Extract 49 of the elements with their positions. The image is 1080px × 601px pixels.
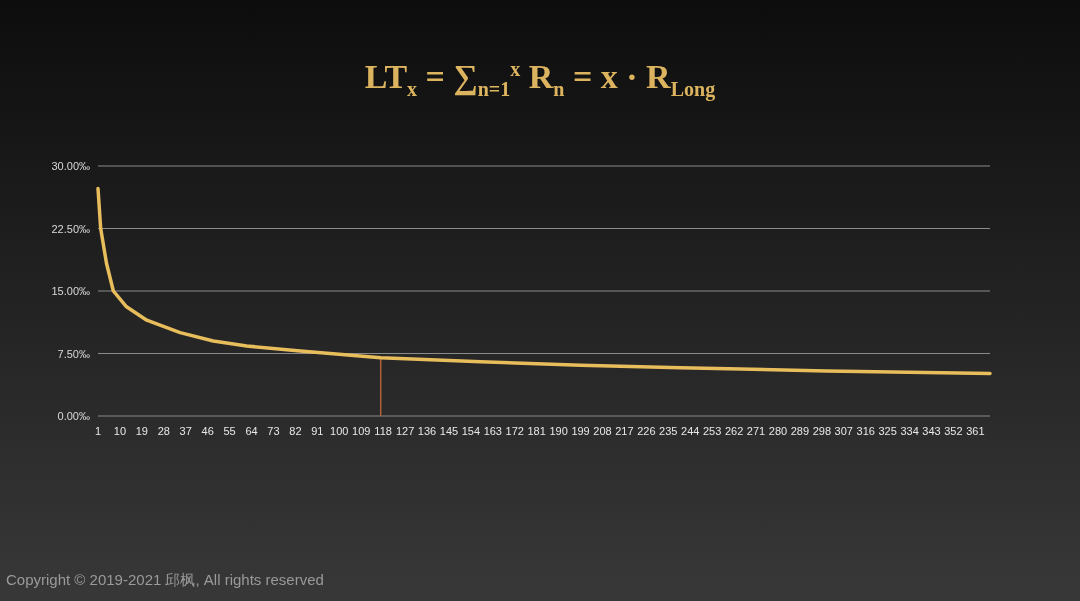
- chart-title: LT$_{x}$ = ∑$_{n=1}$$^{x}$ R$_{n}$ = x · R$_{Long}$: [364, 58, 716, 101]
- x-tick-label: 244: [681, 425, 700, 437]
- x-tick-label: 343: [922, 425, 941, 437]
- x-tick-label: 199: [571, 425, 590, 437]
- x-tick-label: 28: [157, 425, 170, 437]
- x-tick-label: 325: [878, 425, 897, 437]
- line-series: [96, 186, 992, 376]
- x-tick-label: 307: [834, 425, 853, 437]
- x-tick-label: 253: [702, 425, 722, 437]
- x-tick-label: 154: [461, 425, 481, 437]
- x-tick-label: 190: [549, 425, 568, 437]
- y-tick-label: 30.00‰: [51, 160, 90, 172]
- x-tick-label: 91: [311, 425, 324, 437]
- x-tick-label: 55: [223, 425, 236, 437]
- x-tick-label: 1: [94, 425, 102, 437]
- y-tick-label: 15.00‰: [51, 285, 90, 297]
- x-tick-label: 235: [659, 425, 678, 437]
- x-tick-label: 226: [637, 425, 656, 437]
- x-tick-label: 109: [352, 425, 371, 437]
- x-tick-label: 118: [374, 425, 392, 437]
- x-tick-label: 262: [724, 425, 744, 437]
- x-tick-label: 289: [790, 425, 810, 437]
- text: Copyright © 2019-2021 邱枫, All rights reserved: [6, 571, 324, 590]
- y-tick-label: 0.00‰: [57, 410, 90, 422]
- x-tick-label: 271: [746, 425, 766, 437]
- x-tick-label: 280: [768, 425, 788, 437]
- y-tick-label: 7.50‰: [57, 347, 90, 360]
- x-tick-label: 217: [615, 425, 634, 437]
- x-tick-label: 298: [812, 425, 832, 437]
- x-tick-label: 10: [113, 425, 127, 437]
- x-tick-label: 73: [267, 425, 280, 437]
- x-tick-label: 316: [856, 425, 875, 437]
- x-tick-label: 172: [505, 425, 524, 437]
- x-tick-label: 145: [439, 425, 459, 437]
- x-tick-label: 163: [483, 425, 502, 437]
- x-tick-label: 127: [395, 425, 415, 437]
- x-tick-label: 208: [593, 425, 612, 437]
- x-tick-label: 19: [135, 425, 148, 437]
- x-tick-label: 361: [966, 425, 985, 437]
- x-tick-label: 64: [245, 425, 258, 437]
- x-tick-label: 352: [944, 425, 963, 437]
- x-tick-label: 37: [179, 425, 192, 437]
- x-tick-label: 82: [289, 425, 302, 437]
- x-tick-label: 46: [201, 425, 214, 437]
- x-tick-label: 334: [900, 425, 919, 437]
- y-tick-label: 22.50‰: [51, 222, 90, 235]
- x-tick-label: 100: [330, 425, 349, 437]
- x-tick-label: 136: [417, 425, 437, 437]
- x-tick-label: 181: [527, 425, 546, 437]
